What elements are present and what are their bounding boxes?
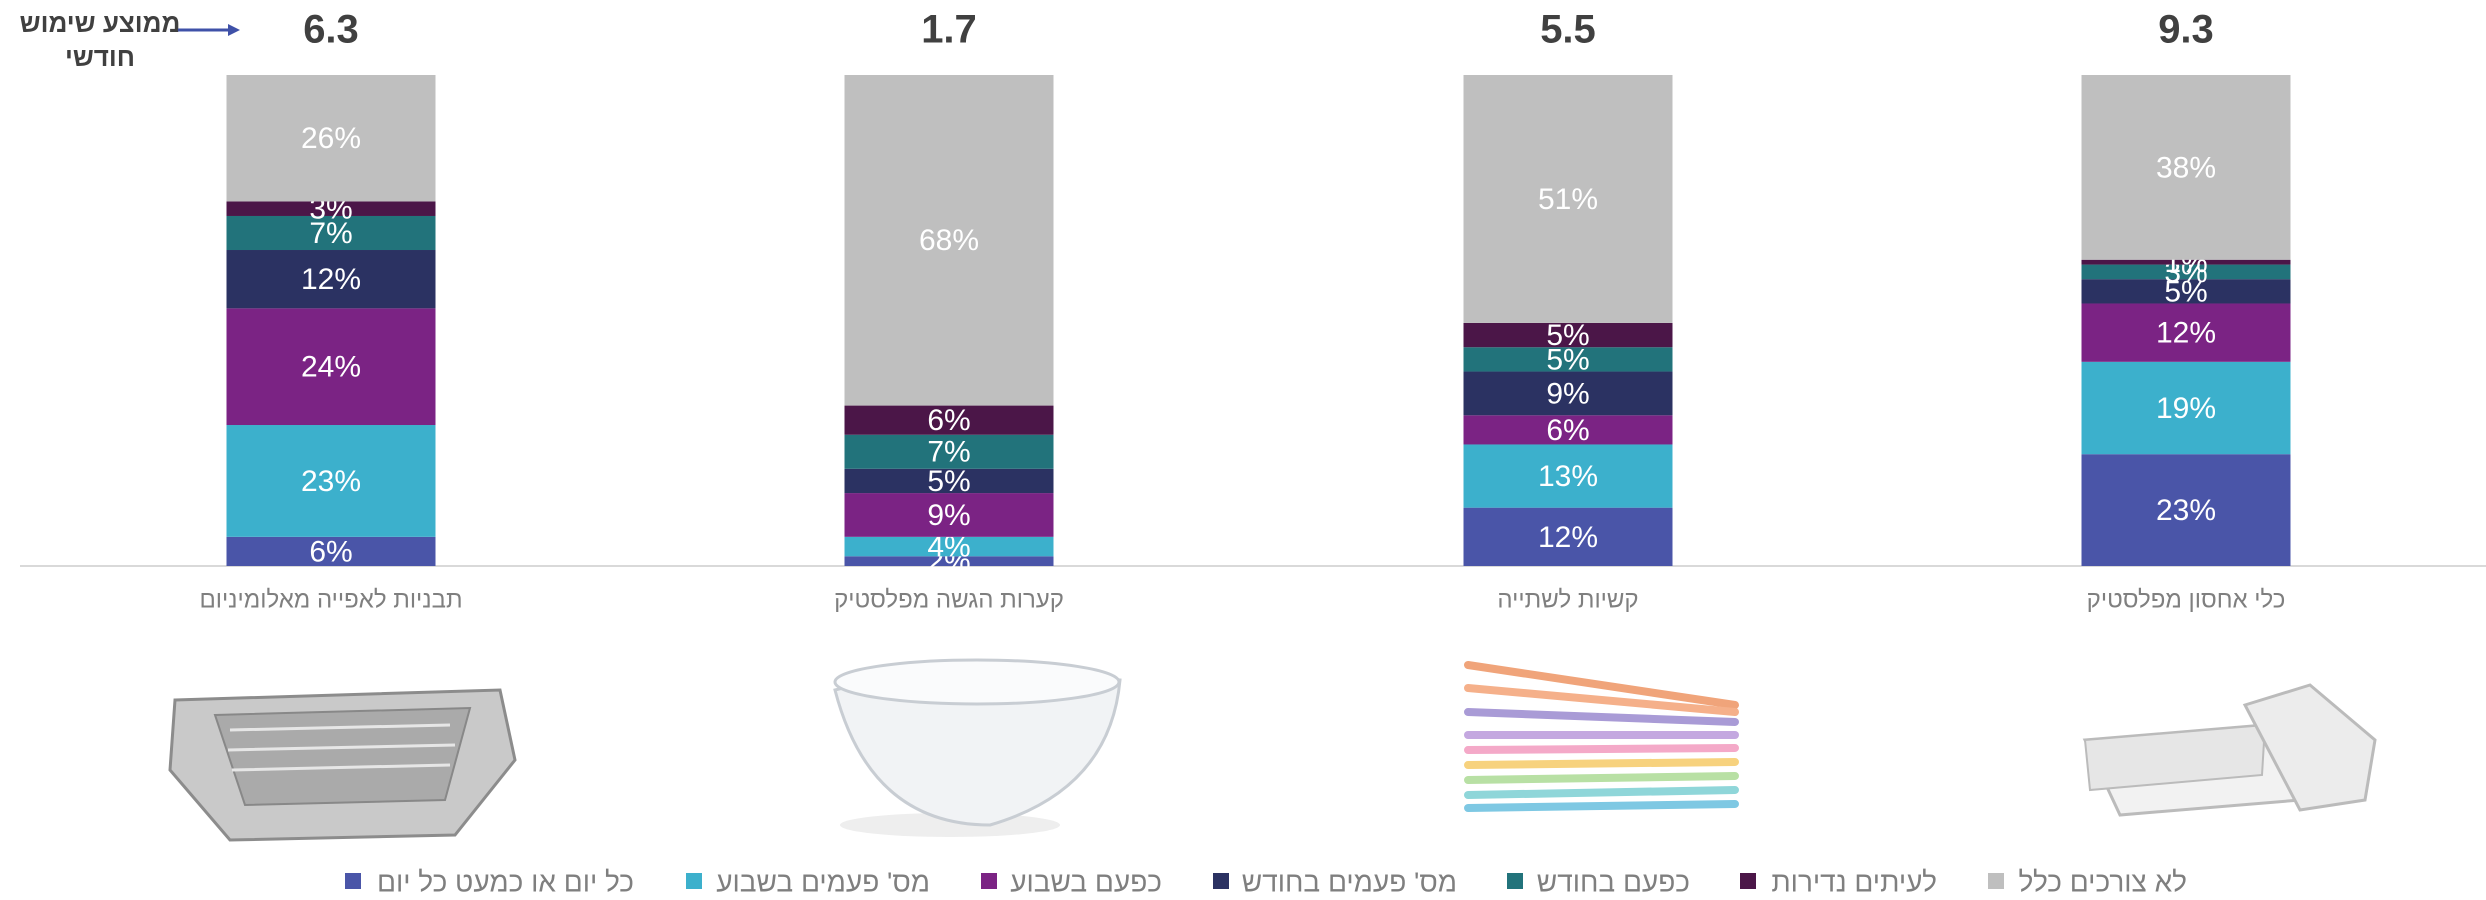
bar-segment: [844, 536, 1054, 557]
bar-segment: [226, 215, 436, 251]
bar-segment: [226, 75, 436, 202]
category-label: קערות הגשה מפלסטיק: [834, 586, 1064, 613]
value-label: 68%: [919, 224, 979, 257]
annotation: חודשי: [65, 42, 135, 72]
straws-image: [1464, 661, 1739, 812]
monthly-average: 6.3: [303, 8, 359, 52]
value-label: 7%: [309, 217, 352, 250]
bar-segment: [2081, 361, 2291, 455]
bar-segment: [844, 434, 1054, 469]
monthly-average: 1.7: [921, 8, 977, 52]
value-label: 23%: [301, 465, 361, 498]
bar-segment: [226, 425, 436, 537]
arrow-head: [228, 24, 240, 36]
bar-segment: [844, 405, 1054, 435]
legend-label: לא צורכים כלל: [2018, 866, 2187, 897]
value-label: 5%: [927, 465, 970, 498]
bar-segment: [844, 468, 1054, 494]
bar-segment: [2081, 264, 2291, 280]
bar-segment: [1463, 371, 1673, 416]
bar-segment: [2081, 454, 2291, 566]
legend-swatch: [1988, 873, 2004, 889]
category-label: קשיות לשתייה: [1497, 586, 1638, 613]
bar-segment: [226, 308, 436, 426]
value-label: 51%: [1538, 183, 1598, 216]
bar-segment: [2081, 279, 2291, 304]
value-label: 5%: [1546, 343, 1589, 376]
bar-segment: [2081, 303, 2291, 362]
value-label: 6%: [309, 535, 352, 568]
value-label: 24%: [301, 351, 361, 384]
value-label: 7%: [927, 436, 970, 469]
legend-swatch: [345, 873, 361, 889]
monthly-average: 9.3: [2158, 8, 2214, 52]
value-label: 19%: [2156, 392, 2216, 425]
bowl-image: [833, 658, 1122, 837]
value-label: 26%: [301, 122, 361, 155]
monthly-average: 5.5: [1540, 8, 1596, 52]
value-label: 13%: [1538, 460, 1598, 493]
legend-label: כפעם בחודש: [1537, 866, 1690, 897]
category-label: כלי אחסון מפלסטיק: [2087, 586, 2286, 613]
value-label: 6%: [927, 404, 970, 437]
legend-swatch: [981, 873, 997, 889]
value-label: 23%: [2156, 494, 2216, 527]
value-label: 6%: [1546, 414, 1589, 447]
bar-segment: [1463, 347, 1673, 372]
value-label: 12%: [1538, 521, 1598, 554]
legend-label: כל יום או כמעט כל יום: [377, 866, 634, 897]
annotation: ממוצע שימוש: [20, 8, 181, 38]
legend-label: כפעם בשבוע: [1010, 866, 1162, 897]
value-label: 5%: [1546, 319, 1589, 352]
value-label: 9%: [927, 499, 970, 532]
bar-segment: [2081, 75, 2291, 260]
value-label: 12%: [301, 263, 361, 296]
legend-label: מס' פעמים בשבוע: [716, 866, 930, 897]
value-label: 12%: [2156, 317, 2216, 350]
bar-segment: [226, 536, 436, 566]
legend-label: מס' פעמים בחודש: [1242, 866, 1457, 897]
bar-segment: [2081, 259, 2291, 265]
aluminum-tray-image: [168, 688, 517, 842]
bar-segment: [1463, 75, 1673, 323]
bar-segment: [1463, 444, 1673, 508]
value-label: 5%: [2164, 275, 2207, 308]
category-label: תבניות לאפייה מאלומיניום: [199, 586, 462, 613]
container-image: [2082, 683, 2377, 817]
bar-segment: [844, 556, 1054, 566]
bar-segment: [226, 250, 436, 309]
legend-swatch: [1740, 873, 1756, 889]
legend-swatch: [1507, 873, 1523, 889]
value-label: 9%: [1546, 377, 1589, 410]
legend-swatch: [1213, 873, 1229, 889]
bar-segment: [844, 75, 1054, 406]
bar-segment: [844, 493, 1054, 537]
bar-segment: [1463, 507, 1673, 566]
bar-segment: [1463, 322, 1673, 348]
legend-swatch: [686, 873, 702, 889]
legend-label: לעיתים נדירות: [1771, 866, 1937, 897]
bar-segment: [226, 201, 436, 216]
bar-segment: [1463, 415, 1673, 445]
value-label: 38%: [2156, 151, 2216, 184]
